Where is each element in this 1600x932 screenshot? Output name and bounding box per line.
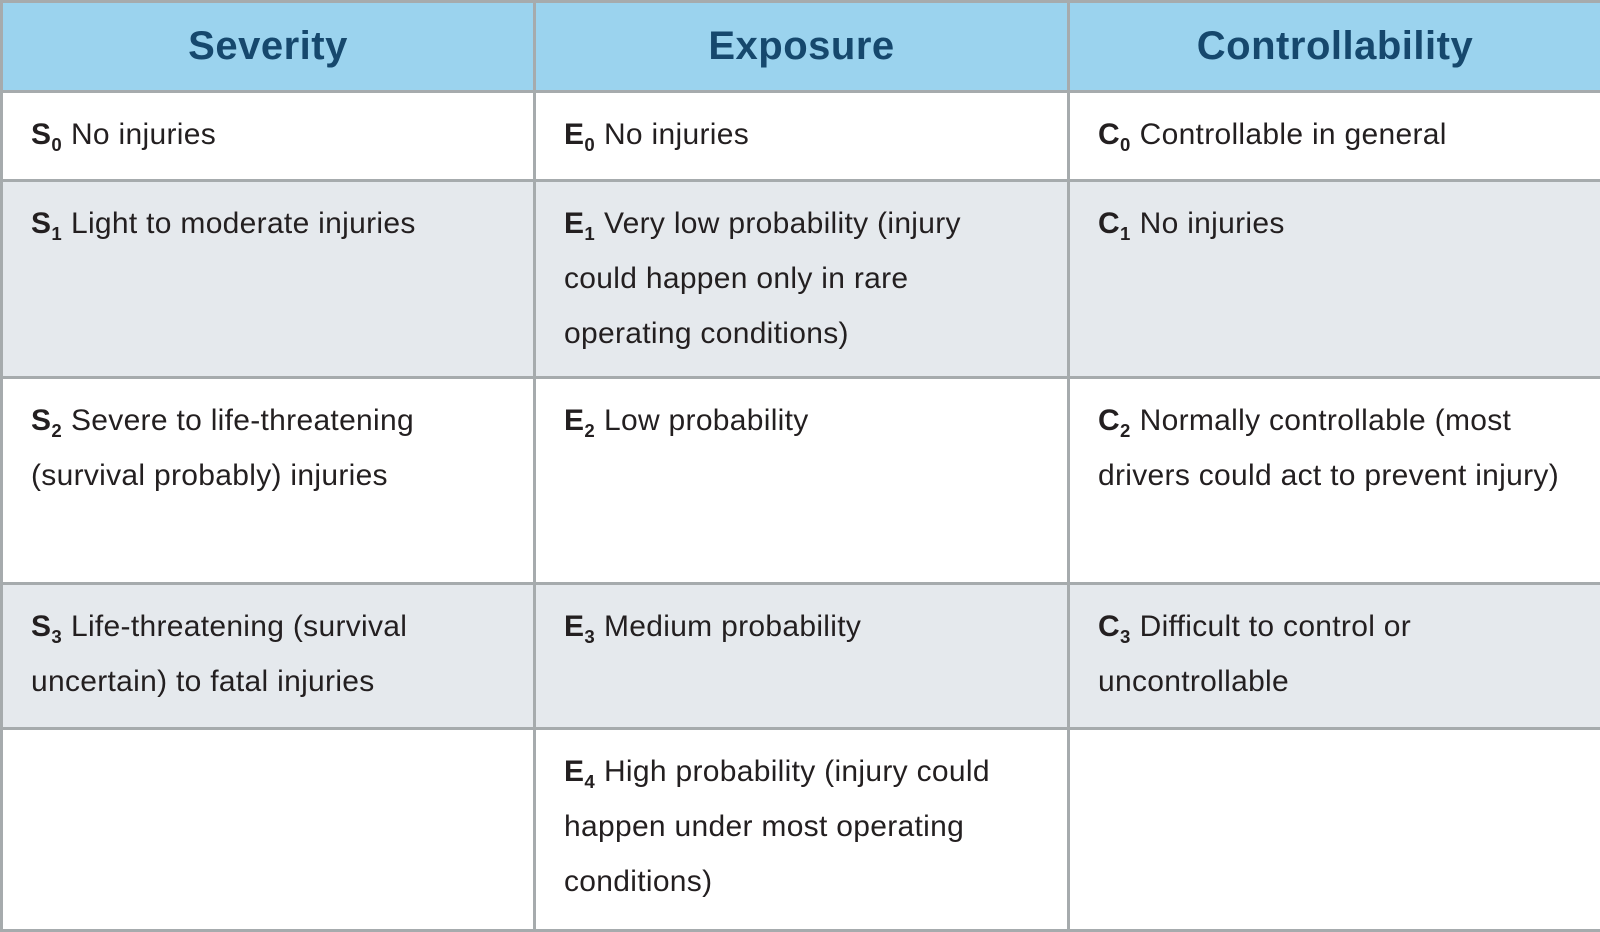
table-row: S1 Light to moderate injuries E1 Very low … — [0, 178, 1600, 380]
code-subscript: 0 — [1119, 134, 1131, 155]
cell-empty-severity — [0, 727, 536, 932]
code-s1: S1 — [31, 206, 62, 244]
cell-e1: E1 Very low probability (injury could hap… — [533, 178, 1070, 380]
cell-e2: E2 Low probability — [533, 376, 1070, 586]
code-subscript: 1 — [584, 222, 595, 244]
cell-text: No injuries — [1139, 206, 1285, 240]
code-e3: E3 — [564, 610, 595, 648]
code-s0: S0 — [31, 118, 62, 155]
table-row: S0 No injuries E0 No injuries C0 Controllab… — [0, 90, 1600, 182]
table-row: S2 Severe to life-threatening (survival p… — [0, 376, 1600, 586]
code-subscript: 3 — [584, 626, 595, 648]
code-subscript: 0 — [51, 134, 62, 155]
cell-text: No injuries — [603, 118, 749, 151]
cell-text: Normally controllable (most drivers coul… — [1098, 404, 1559, 493]
table-header-row: Severity Exposure Controllability — [0, 0, 1600, 93]
cell-text: Light to moderate injuries — [70, 206, 416, 240]
cell-e4: E4 High probability (injury could happen … — [533, 727, 1070, 932]
cell-c0: C0 Controllable in general — [1067, 90, 1600, 182]
cell-e0: E0 No injuries — [533, 90, 1070, 182]
header-severity: Severity — [0, 0, 536, 93]
header-exposure: Exposure — [533, 0, 1070, 93]
cell-text: Low probability — [603, 404, 809, 438]
code-subscript: 1 — [51, 222, 62, 244]
cell-c1: C1 No injuries — [1067, 178, 1600, 380]
cell-text: Controllable in general — [1139, 118, 1447, 151]
table-row: E4 High probability (injury could happen … — [0, 727, 1600, 932]
cell-s1: S1 Light to moderate injuries — [0, 178, 536, 380]
cell-empty-controllability — [1067, 727, 1600, 932]
code-subscript: 2 — [584, 420, 595, 442]
cell-text: No injuries — [70, 118, 216, 151]
code-subscript: 3 — [51, 626, 62, 648]
cell-text: Difficult to control or uncontrollable — [1098, 610, 1412, 699]
cell-text: Life-threatening (survival uncertain) to… — [31, 610, 408, 699]
cell-c2: C2 Normally controllable (most drivers co… — [1067, 376, 1600, 586]
code-subscript: 2 — [51, 420, 62, 442]
cell-s0: S0 No injuries — [0, 90, 536, 182]
cell-e3: E3 Medium probability — [533, 582, 1070, 731]
cell-c3: C3 Difficult to control or uncontrollable — [1067, 582, 1600, 731]
code-subscript: 1 — [1119, 222, 1131, 244]
code-e4: E4 — [564, 755, 595, 793]
table-row: S3 Life-threatening (survival uncertain) … — [0, 582, 1600, 731]
code-c2: C2 — [1098, 404, 1131, 442]
code-e2: E2 — [564, 404, 595, 442]
cell-text: Very low probability (injury could happe… — [564, 206, 961, 350]
cell-text: Severe to life-threatening (survival pro… — [31, 404, 414, 493]
code-s2: S2 — [31, 404, 62, 442]
cell-text: High probability (injury could happen un… — [564, 755, 990, 899]
code-e1: E1 — [564, 206, 595, 244]
code-s3: S3 — [31, 610, 62, 648]
code-subscript: 2 — [1119, 420, 1131, 442]
code-subscript: 4 — [584, 771, 595, 793]
code-subscript: 3 — [1119, 626, 1131, 648]
code-e0: E0 — [564, 118, 595, 155]
cell-s2: S2 Severe to life-threatening (survival p… — [0, 376, 536, 586]
code-subscript: 0 — [584, 134, 595, 155]
code-c1: C1 — [1098, 206, 1131, 244]
cell-s3: S3 Life-threatening (survival uncertain) … — [0, 582, 536, 731]
cell-text: Medium probability — [603, 610, 862, 644]
code-c3: C3 — [1098, 610, 1131, 648]
code-c0: C0 — [1098, 118, 1131, 155]
header-controllability: Controllability — [1067, 0, 1600, 93]
